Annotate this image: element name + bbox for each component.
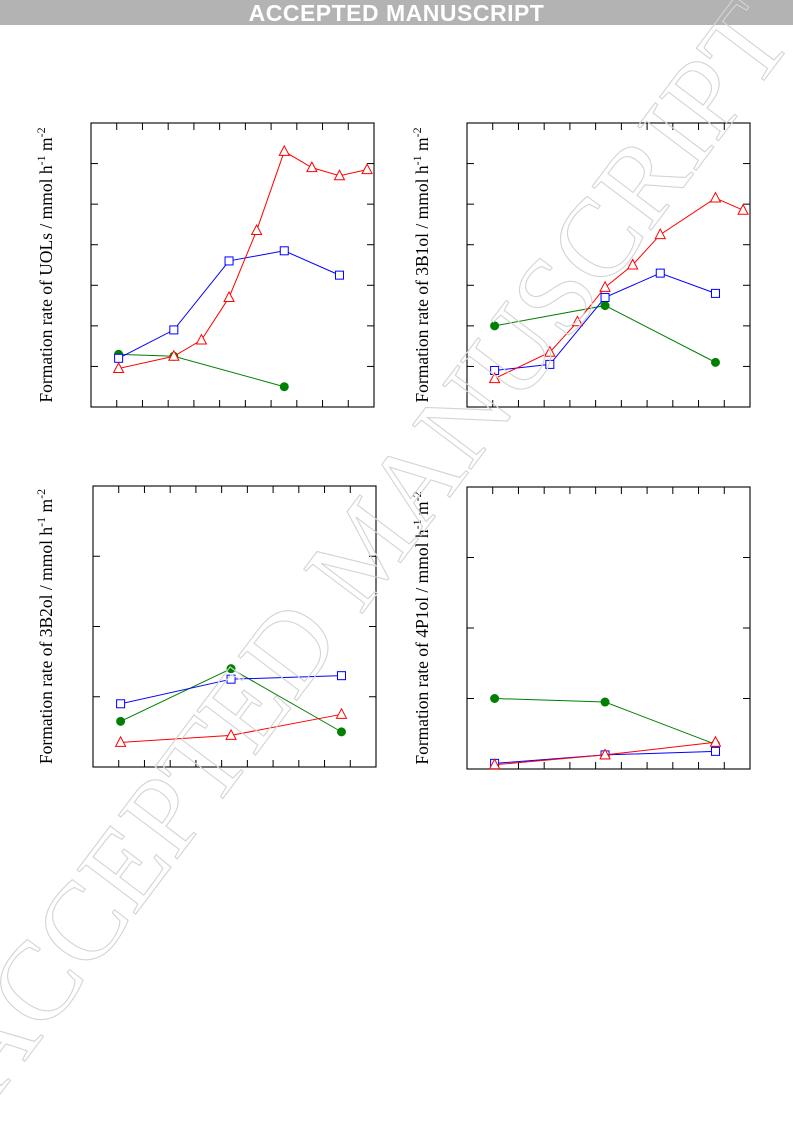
- data-point-circle: [490, 694, 500, 703]
- series-square: [114, 246, 344, 363]
- data-point-square: [116, 699, 126, 709]
- data-point-triangle: [306, 161, 318, 173]
- data-point-circle: [710, 357, 720, 367]
- data-point-circle: [490, 321, 500, 331]
- data-point-square: [336, 671, 346, 681]
- y-ticks: [467, 163, 750, 367]
- series-triangle: [114, 707, 348, 747]
- data-point-triangle: [225, 728, 237, 740]
- data-point-square: [710, 288, 720, 298]
- y-axis-label: Formation rate of 3B2ol / mmol h-1 m-2: [34, 489, 56, 764]
- data-point-circle: [116, 716, 126, 726]
- data-point-circle: [600, 697, 610, 707]
- data-point-square: [600, 292, 610, 302]
- data-point-triangle: [278, 144, 291, 156]
- x-ticks: [492, 487, 725, 769]
- data-point-square: [226, 674, 236, 684]
- series-line: [118, 353, 285, 388]
- y-axis-label: Formation rate of 4P1ol / mmol h-1 m-2: [410, 491, 432, 764]
- series-triangle: [112, 144, 373, 373]
- series-circle: [116, 664, 346, 737]
- data-point-square: [655, 268, 665, 278]
- series-circle: [114, 349, 289, 392]
- series-line: [494, 197, 744, 380]
- y-ticks: [93, 555, 376, 698]
- plot-frame: [466, 486, 751, 770]
- data-point-triangle: [599, 280, 611, 292]
- data-point-triangle: [709, 191, 722, 203]
- plot-frame: [92, 485, 377, 768]
- data-point-triangle: [709, 735, 722, 747]
- data-point-triangle: [488, 372, 501, 384]
- series-circle: [490, 694, 720, 749]
- data-point-triangle: [195, 333, 208, 345]
- data-point-triangle: [333, 169, 346, 181]
- data-point-circle: [279, 382, 289, 392]
- data-point-triangle: [488, 758, 501, 770]
- chart-panel-4: Formation rate of 4P1ol / mmol h-1 m-2: [410, 486, 751, 770]
- data-point-square: [114, 353, 124, 363]
- series-triangle: [488, 191, 749, 384]
- accepted-manuscript-banner: ACCEPTED MANUSCRIPT: [0, 0, 793, 26]
- banner-text: ACCEPTED MANUSCRIPT: [248, 0, 545, 26]
- x-ticks: [118, 486, 351, 767]
- data-point-triangle: [571, 315, 584, 327]
- data-point-triangle: [335, 707, 348, 719]
- x-ticks: [492, 123, 725, 407]
- series-circle: [490, 301, 720, 367]
- data-point-circle: [226, 664, 236, 674]
- data-point-triangle: [250, 223, 263, 236]
- series-line: [494, 305, 716, 363]
- y-ticks: [91, 163, 374, 367]
- data-point-triangle: [114, 735, 127, 747]
- data-point-triangle: [223, 290, 235, 302]
- series-square: [116, 671, 346, 709]
- data-point-square: [710, 746, 720, 756]
- data-point-triangle: [543, 345, 556, 357]
- data-point-triangle: [626, 258, 639, 270]
- data-point-triangle: [737, 203, 749, 215]
- data-point-square: [169, 325, 179, 335]
- series-line: [118, 250, 340, 359]
- y-ticks: [467, 557, 750, 699]
- data-point-circle: [600, 301, 610, 311]
- chart-panel-2: Formation rate of 3B1ol / mmol h-1 m-2: [410, 122, 751, 408]
- data-point-triangle: [654, 227, 667, 240]
- series-triangle: [488, 735, 722, 770]
- plot-frame: [466, 122, 751, 408]
- chart-panel-1: Formation rate of UOLs / mmol h-1 m-2: [34, 122, 375, 408]
- data-point-triangle: [361, 163, 373, 175]
- series-line: [118, 150, 368, 369]
- data-point-circle: [336, 727, 346, 737]
- chart-panel-3: Formation rate of 3B2ol / mmol h-1 m-2: [34, 485, 377, 768]
- data-point-triangle: [599, 748, 611, 760]
- data-point-square: [334, 270, 344, 280]
- data-point-square: [224, 256, 234, 266]
- plot-frame: [90, 122, 375, 408]
- data-point-triangle: [167, 349, 180, 361]
- y-axis-label: Formation rate of UOLs / mmol h-1 m-2: [34, 127, 56, 402]
- data-point-square: [545, 359, 555, 369]
- x-ticks: [116, 123, 349, 407]
- data-point-square: [279, 246, 289, 256]
- series-square: [490, 268, 720, 375]
- y-axis-label: Formation rate of 3B1ol / mmol h-1 m-2: [410, 127, 432, 402]
- data-point-triangle: [112, 361, 125, 373]
